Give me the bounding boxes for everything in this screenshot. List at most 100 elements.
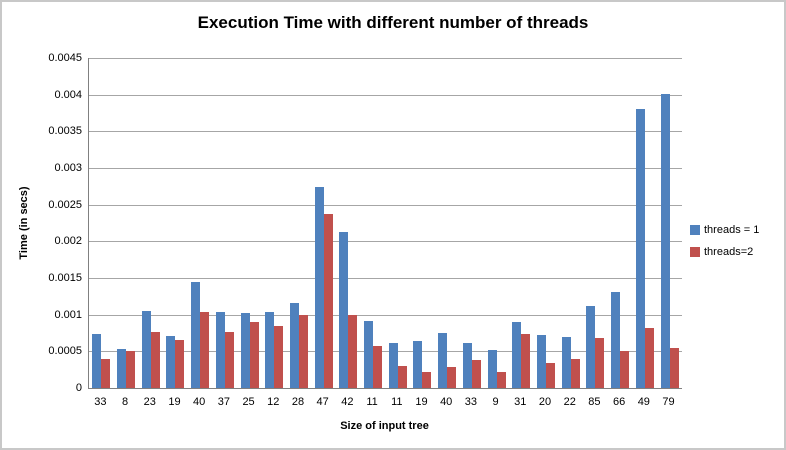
bar-series-1 xyxy=(660,93,670,388)
y-axis-tick-label: 0.0015 xyxy=(48,272,82,284)
legend-item: threads=2 xyxy=(690,246,759,258)
x-axis-tick-label: 85 xyxy=(588,396,601,408)
x-axis-tick-label: 47 xyxy=(316,396,329,408)
legend-label: threads = 1 xyxy=(704,224,760,236)
chart-title: Execution Time with different number of … xyxy=(197,13,589,32)
bar-series-1 xyxy=(413,341,423,388)
bar-group xyxy=(213,58,238,388)
bar-group xyxy=(361,58,386,388)
bar-group xyxy=(311,58,336,388)
bar-series-2 xyxy=(224,331,234,388)
bar-group xyxy=(484,58,509,388)
bar-series-1 xyxy=(586,305,596,388)
x-axis-tick-label: 79 xyxy=(662,396,675,408)
bar-series-1 xyxy=(314,187,324,388)
bars-layer xyxy=(89,58,682,388)
gridline xyxy=(89,94,682,96)
x-axis-tick-label: 25 xyxy=(242,396,255,408)
bar-series-2 xyxy=(126,351,136,388)
legend-swatch-icon xyxy=(690,225,700,235)
x-axis-tick-label: 23 xyxy=(143,396,156,408)
bar-series-2 xyxy=(447,367,457,388)
x-axis-tick-label: 19 xyxy=(415,396,428,408)
bar-group xyxy=(336,58,361,388)
x-axis-tick-label: 49 xyxy=(637,396,650,408)
x-axis-tick-label: 40 xyxy=(193,396,206,408)
bar-series-1 xyxy=(635,109,645,388)
x-axis-tick-label: 42 xyxy=(341,396,354,408)
bar-group xyxy=(509,58,534,388)
bar-series-1 xyxy=(512,322,522,388)
bar-series-1 xyxy=(141,311,151,388)
legend-item: threads = 1 xyxy=(690,224,759,236)
x-axis-tick-label: 37 xyxy=(217,396,230,408)
gridline xyxy=(89,314,682,316)
bar-series-1 xyxy=(537,335,546,388)
bar-group xyxy=(163,58,188,388)
bar-series-1 xyxy=(364,320,374,388)
y-axis-tick-label: 0.001 xyxy=(54,308,82,321)
legend-swatch-icon xyxy=(690,247,700,257)
y-axis-tick-label: 0.0005 xyxy=(48,345,82,358)
x-axis-tick-label: 11 xyxy=(391,396,403,408)
x-axis-tick-label: 22 xyxy=(563,396,576,408)
y-axis-tick-label: 0.003 xyxy=(54,162,82,174)
x-axis-tick-label: 20 xyxy=(538,396,552,408)
bar-series-2 xyxy=(323,214,333,388)
bar-group xyxy=(608,58,633,388)
x-axis-tick-label: 8 xyxy=(121,396,129,408)
bar-series-1 xyxy=(289,302,299,388)
bar-series-2 xyxy=(546,363,555,388)
bar-series-1 xyxy=(611,291,621,388)
gridline xyxy=(89,131,682,133)
bar-series-2 xyxy=(200,311,210,388)
bar-series-2 xyxy=(274,325,284,388)
bar-series-2 xyxy=(620,351,630,388)
bar-group xyxy=(558,58,583,388)
bar-group xyxy=(435,58,460,388)
x-axis-tick-label: 66 xyxy=(612,396,626,408)
y-axis-tick-label: 0.0045 xyxy=(48,52,82,64)
x-axis-tick-label: 19 xyxy=(168,396,181,408)
bar-series-2 xyxy=(175,340,185,388)
bar-group xyxy=(385,58,410,388)
plot-area xyxy=(88,58,682,389)
bar-series-2 xyxy=(397,366,407,388)
bar-series-2 xyxy=(570,358,580,388)
bar-series-2 xyxy=(669,347,679,388)
gridline xyxy=(89,58,682,59)
bar-group xyxy=(410,58,435,388)
bar-series-1 xyxy=(561,336,571,388)
x-axis-tick-labels: 33 8 23 19 40 37 25 12 28 47 42 11 11 19 40 33 9 31 20 22 85… xyxy=(88,396,681,408)
bar-group xyxy=(188,58,213,388)
gridline xyxy=(89,204,682,206)
bar-series-2 xyxy=(422,371,432,388)
gridline xyxy=(89,278,682,279)
bar-series-2 xyxy=(101,358,111,388)
bar-series-1 xyxy=(191,281,201,388)
bar-series-1 xyxy=(462,342,472,388)
bar-series-2 xyxy=(249,322,259,388)
gridline xyxy=(89,168,682,169)
bar-series-1 xyxy=(92,334,102,388)
bar-group xyxy=(583,58,608,388)
bar-series-1 xyxy=(339,231,349,388)
bar-group xyxy=(657,58,682,388)
y-axis-tick-label: 0.004 xyxy=(54,88,82,101)
bar-series-2 xyxy=(496,371,506,388)
bar-group xyxy=(262,58,287,388)
bar-group xyxy=(632,58,657,388)
x-axis-title: Size of input tree xyxy=(340,420,429,432)
x-axis-tick-label: 9 xyxy=(492,396,499,408)
bar-group xyxy=(534,58,559,388)
x-axis-tick-label: 33 xyxy=(464,396,478,408)
legend: threads = 1 threads=2 xyxy=(690,224,759,268)
gridline xyxy=(89,351,682,353)
bar-group xyxy=(89,58,114,388)
bar-series-2 xyxy=(150,331,160,388)
bar-series-2 xyxy=(521,333,531,388)
bar-series-1 xyxy=(240,313,250,388)
bar-series-1 xyxy=(438,333,448,388)
bar-series-1 xyxy=(166,335,176,388)
x-axis-tick-label: 28 xyxy=(291,396,305,408)
